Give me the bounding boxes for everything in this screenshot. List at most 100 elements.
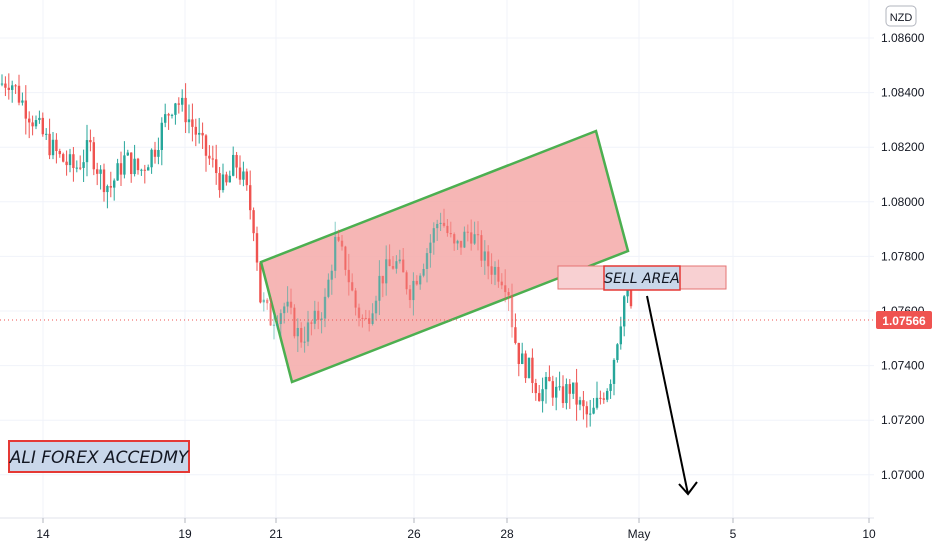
candlestick (470, 219, 473, 251)
candlestick (391, 255, 395, 270)
candlestick (72, 147, 75, 182)
candlestick (504, 269, 507, 303)
candlestick (225, 171, 228, 186)
candlestick (490, 253, 493, 285)
candlestick (96, 162, 99, 186)
candlestick (106, 184, 109, 209)
candlestick (517, 342, 520, 377)
candlestick (330, 264, 333, 295)
candlestick (164, 103, 167, 128)
candlestick (31, 115, 34, 136)
candlestick (208, 145, 211, 165)
candlestick (320, 312, 323, 334)
candlestick (136, 157, 140, 175)
candlestick (558, 371, 561, 391)
candlestick (527, 357, 531, 379)
candlestick (293, 304, 296, 339)
candlestick (51, 132, 55, 160)
candlestick (442, 208, 446, 228)
candlestick (534, 378, 537, 401)
candlestick (17, 74, 21, 106)
candlestick (4, 76, 7, 97)
sell-area-label-box (603, 265, 681, 291)
candlestick (232, 146, 235, 177)
candlestick (327, 273, 330, 299)
candlestick (432, 222, 435, 255)
candlestick (109, 171, 112, 198)
time-axis[interactable]: 14 19 21 26 28 May 5 10 (0, 517, 876, 541)
candlestick (541, 377, 544, 413)
candlestick (221, 163, 225, 193)
candlestick (184, 83, 187, 134)
candlestick (378, 260, 381, 316)
candlestick (592, 398, 595, 415)
candlestick (340, 235, 344, 251)
candlestick (354, 287, 357, 316)
candlestick (259, 262, 262, 304)
candlestick (99, 165, 102, 190)
candlestick (306, 310, 310, 347)
candlestick (65, 150, 68, 176)
candlestick (187, 104, 191, 134)
candlestick (408, 285, 412, 309)
candlestick (493, 261, 497, 286)
candlestick (313, 300, 316, 330)
sell-area-zone[interactable]: SELL AREA (557, 265, 727, 291)
candlestick (89, 129, 92, 152)
sell-area-label: SELL AREA (604, 271, 680, 287)
x-tick-label: 26 (407, 527, 421, 541)
candlestick (436, 219, 439, 241)
candlestick (249, 170, 252, 220)
candlestick (616, 343, 619, 363)
candlestick (272, 312, 276, 340)
candlestick (323, 288, 327, 328)
candlestick (170, 113, 174, 119)
candlestick (119, 151, 123, 187)
candlestick (381, 275, 384, 298)
x-tick-label: May (628, 527, 651, 541)
candlestick (310, 320, 313, 336)
candlestick (453, 232, 456, 251)
candlestick (174, 102, 177, 125)
candlestick (334, 221, 337, 279)
candlestick (578, 396, 582, 411)
candlestick (242, 161, 245, 187)
candlestick (463, 226, 466, 248)
candlestick (602, 392, 605, 404)
candlestick (45, 128, 48, 140)
candlestick (480, 230, 483, 267)
candlestick (531, 348, 534, 394)
candlestick (167, 112, 170, 130)
candlestick (147, 164, 150, 171)
candlestick (395, 255, 398, 274)
candlestick (79, 155, 82, 171)
candlestick (116, 158, 119, 181)
candlestick (398, 249, 401, 264)
candlestick (514, 313, 517, 345)
candlestick (347, 253, 350, 296)
candlestick (153, 141, 157, 164)
candles (0, 73, 633, 428)
candlestick (449, 221, 452, 238)
currency-badge[interactable]: NZD (885, 5, 917, 27)
ascending-channel[interactable] (259, 129, 630, 384)
candlestick (425, 247, 429, 283)
candlestick (191, 103, 194, 142)
price-axis[interactable]: NZD 1.08600 1.08400 1.08200 1.08000 1.07800 1… (874, 0, 932, 550)
candlestick (228, 170, 231, 183)
candlestick (92, 136, 95, 176)
candlestick (102, 163, 106, 202)
candlestick (262, 292, 265, 312)
down-arrow[interactable] (646, 295, 698, 496)
candlestick (55, 133, 58, 164)
candlestick (28, 111, 31, 139)
candlestick (612, 358, 616, 396)
candlestick (429, 234, 432, 268)
candlestick (317, 301, 320, 330)
candlestick (364, 309, 367, 320)
candlestick (446, 219, 449, 237)
candlestick (497, 259, 500, 288)
candlestick (130, 152, 133, 183)
